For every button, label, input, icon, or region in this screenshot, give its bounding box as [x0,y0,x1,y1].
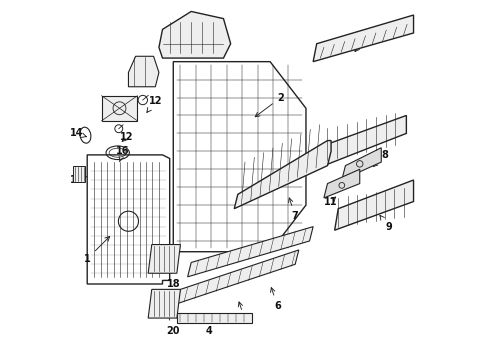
Text: 17: 17 [134,60,148,76]
Text: 16: 16 [116,146,130,162]
Polygon shape [342,148,381,180]
Text: 12: 12 [120,132,133,142]
Polygon shape [177,313,252,323]
Text: 11: 11 [324,197,338,207]
Polygon shape [313,15,414,62]
Text: 10: 10 [342,175,356,185]
Text: 14: 14 [70,129,86,138]
Text: 5: 5 [238,302,248,325]
Text: 4: 4 [203,316,213,336]
Polygon shape [324,116,406,166]
Polygon shape [188,226,313,277]
Polygon shape [148,289,180,318]
Text: 8: 8 [373,150,388,167]
Polygon shape [335,180,414,230]
Polygon shape [87,155,170,284]
Text: 20: 20 [167,313,180,336]
Text: 13: 13 [70,175,86,185]
Text: 15: 15 [105,96,119,112]
Polygon shape [234,140,331,209]
Text: 2: 2 [255,93,284,117]
Text: 7: 7 [289,198,298,221]
Polygon shape [73,166,85,182]
Polygon shape [177,250,299,304]
Text: 3: 3 [183,21,191,47]
Polygon shape [173,62,306,252]
Polygon shape [324,169,360,198]
Text: 6: 6 [270,288,281,311]
Polygon shape [101,96,137,121]
Polygon shape [148,244,180,273]
Text: 18: 18 [167,266,180,289]
Polygon shape [128,56,159,87]
Polygon shape [159,12,231,58]
Text: 9: 9 [380,215,392,231]
Text: 12: 12 [147,96,162,112]
Text: 1: 1 [84,237,110,264]
Text: 19: 19 [355,32,374,51]
